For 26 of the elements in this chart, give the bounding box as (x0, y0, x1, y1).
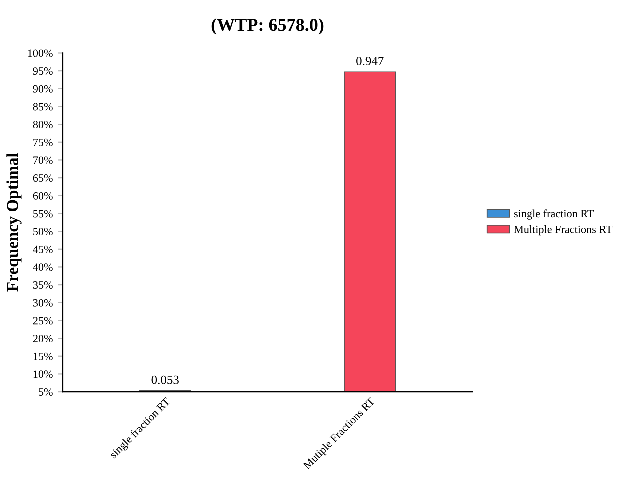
y-tick-label: 25% (33, 317, 53, 325)
y-tick-label: 65% (33, 174, 53, 182)
data-label: 0.053 (152, 376, 179, 384)
y-tick-label: 45% (33, 246, 53, 254)
y-tick-label: 100% (28, 50, 53, 58)
y-tick-label: 15% (34, 352, 53, 360)
data-label: 0.947 (356, 57, 384, 66)
y-tick-label: 30% (33, 299, 53, 307)
y-tick-label: 85% (33, 103, 53, 111)
y-tick-label: 20% (33, 335, 53, 343)
y-tick-label: 5% (39, 388, 53, 396)
y-tick-label: 90% (33, 85, 53, 93)
y-tick-label: 55% (34, 210, 53, 218)
y-tick-label: 35% (33, 282, 53, 290)
y-tick-label: 80% (33, 121, 53, 129)
y-tick-label: 50% (34, 228, 53, 236)
legend-label: Multiple Fractions RT (514, 226, 613, 236)
y-axis-title: Frequency Optimal (6, 153, 22, 292)
legend-label: single fraction RT (514, 210, 594, 220)
y-tick-label: 60% (33, 192, 53, 200)
y-tick-label: 75% (34, 138, 53, 146)
y-tick-label: 10% (34, 370, 53, 378)
y-tick-label: 95% (33, 68, 53, 76)
chart-title: (WTP: 6578.0) (212, 18, 324, 35)
y-tick-label: 70% (34, 156, 53, 164)
y-tick-label: 40% (33, 264, 53, 272)
